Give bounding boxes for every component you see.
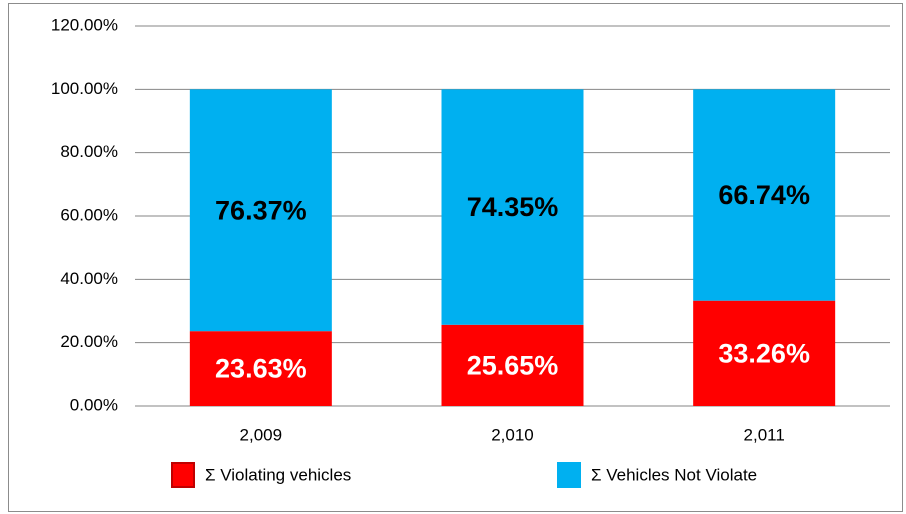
y-tick-label: 40.00% — [60, 269, 118, 288]
value-label: 23.63% — [215, 354, 307, 384]
x-tick-label: 2,010 — [491, 425, 534, 444]
value-label: 74.35% — [467, 192, 559, 222]
legend-label: Σ Violating vehicles — [205, 465, 351, 484]
bar-segment — [189, 331, 332, 406]
bar-segment — [693, 300, 836, 406]
y-tick-label: 0.00% — [70, 395, 118, 414]
y-tick-label: 80.00% — [60, 142, 118, 161]
bar-segment — [693, 89, 836, 301]
value-label: 25.65% — [467, 351, 559, 381]
y-tick-label: 20.00% — [60, 332, 118, 351]
x-tick-label: 2,009 — [240, 425, 283, 444]
value-label: 76.37% — [215, 195, 307, 225]
x-tick-label: 2,011 — [744, 425, 785, 444]
bar-segment — [441, 324, 584, 406]
bar-segment — [189, 89, 332, 332]
value-label: 33.26% — [718, 338, 810, 368]
y-tick-label: 100.00% — [51, 79, 118, 98]
legend-swatch — [171, 462, 195, 488]
y-tick-label: 60.00% — [60, 205, 118, 224]
legend-label: Σ Vehicles Not Violate — [591, 465, 757, 484]
y-tick-label: 120.00% — [51, 15, 118, 34]
value-label: 66.74% — [718, 180, 810, 210]
legend-swatch — [557, 462, 581, 488]
bar-segment — [441, 89, 584, 325]
